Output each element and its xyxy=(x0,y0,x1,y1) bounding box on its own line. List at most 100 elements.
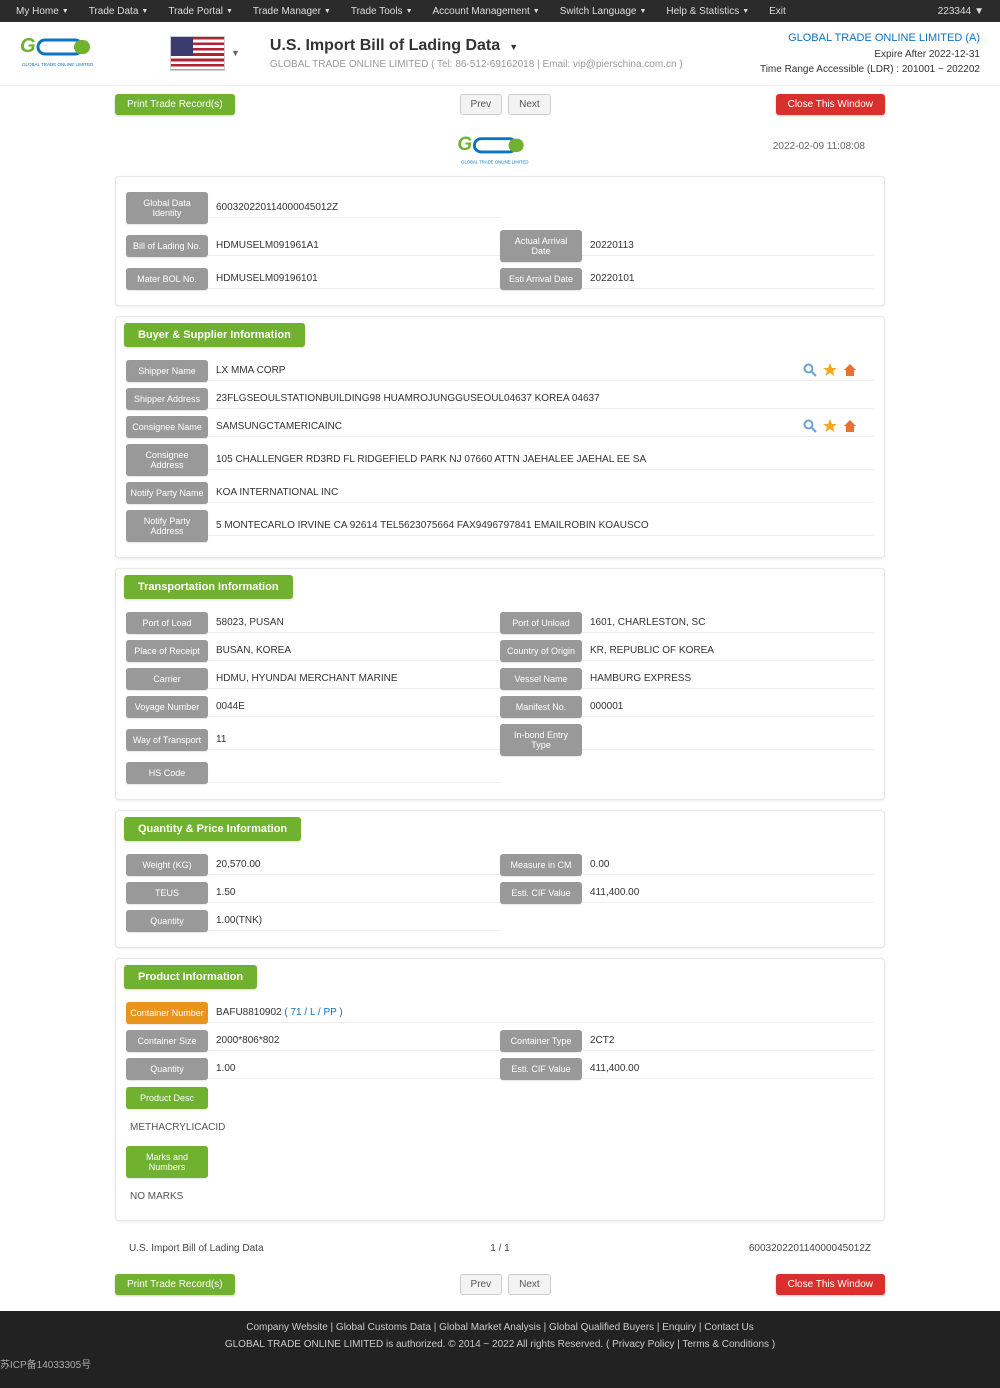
nav-switch-language[interactable]: Switch Language▼ xyxy=(552,6,655,17)
nav-label: Trade Data xyxy=(89,6,139,17)
value-wot: 11 xyxy=(208,730,500,750)
home-icon[interactable] xyxy=(842,362,858,378)
caret-icon: ▼ xyxy=(509,42,518,52)
label-container-type: Container Type xyxy=(500,1030,582,1052)
caret-icon: ▼ xyxy=(533,8,540,15)
close-button[interactable]: Close This Window xyxy=(776,94,885,115)
label-container-size: Container Size xyxy=(126,1030,208,1052)
value-consignee-name: SAMSUNGCTAMERICAINC xyxy=(208,417,874,437)
timestamp: 2022-02-09 11:08:08 xyxy=(773,141,865,152)
label-bol: Bill of Lading No. xyxy=(126,235,208,257)
value-ibet xyxy=(582,730,874,750)
footer-link[interactable]: Enquiry xyxy=(662,1322,696,1333)
home-icon[interactable] xyxy=(842,418,858,434)
nav-exit[interactable]: Exit xyxy=(761,6,794,17)
value-weight: 20,570.00 xyxy=(208,855,500,875)
value-measure: 0.00 xyxy=(582,855,874,875)
caret-icon: ▼ xyxy=(62,8,69,15)
quantity-price-card: Quantity & Price Information Weight (KG)… xyxy=(115,810,885,948)
value-container-num: BAFU8810902 ( 71 / L / PP ) xyxy=(208,1003,874,1023)
nav-trade-portal[interactable]: Trade Portal▼ xyxy=(160,6,241,17)
nav-label: Trade Manager xyxy=(253,6,321,17)
footer-link[interactable]: Contact Us xyxy=(704,1322,753,1333)
value-qty: 1.00(TNK) xyxy=(208,911,500,931)
footer-link[interactable]: Global Customs Data xyxy=(336,1322,431,1333)
close-button[interactable]: Close This Window xyxy=(776,1274,885,1295)
footstrip-id: 600320220114000045012Z xyxy=(574,1243,871,1254)
action-bar-bottom: Print Trade Record(s) Prev Next Close Th… xyxy=(115,1266,885,1303)
nav-label: Switch Language xyxy=(560,6,637,17)
prev-button[interactable]: Prev xyxy=(460,1274,503,1295)
card-logo: GGLOBAL TRADE ONLINE LIMITED xyxy=(115,123,885,176)
label-pcif: Esti. CIF Value xyxy=(500,1058,582,1080)
star-icon[interactable] xyxy=(822,362,838,378)
footer-link[interactable]: Global Market Analysis xyxy=(439,1322,541,1333)
next-button[interactable]: Next xyxy=(508,1274,551,1295)
label-cif: Esti. CIF Value xyxy=(500,882,582,904)
value-shipper-name: LX MMA CORP xyxy=(208,361,874,381)
value-hs xyxy=(208,763,500,783)
search-icon[interactable] xyxy=(802,418,818,434)
prev-button[interactable]: Prev xyxy=(460,94,503,115)
label-pol: Port of Load xyxy=(126,612,208,634)
nav-my-home[interactable]: My Home▼ xyxy=(8,6,77,17)
header-subtitle: GLOBAL TRADE ONLINE LIMITED ( Tel: 86-51… xyxy=(270,59,683,70)
privacy-link[interactable]: Privacy Policy xyxy=(612,1339,674,1350)
nav-account-mgmt[interactable]: Account Management▼ xyxy=(425,6,548,17)
print-button[interactable]: Print Trade Record(s) xyxy=(115,1274,235,1295)
section-title-transport: Transportation Information xyxy=(124,575,293,599)
product-card: Product Information Container Number BAF… xyxy=(115,958,885,1221)
nav-left: My Home▼ Trade Data▼ Trade Portal▼ Trade… xyxy=(8,6,794,17)
nav-account-id[interactable]: 223344▼ xyxy=(930,6,992,17)
nav-label: Exit xyxy=(769,6,786,17)
terms-link[interactable]: Terms & Conditions xyxy=(682,1339,769,1350)
header: GGLOBAL TRADE ONLINE LIMITED ▼ U.S. Impo… xyxy=(0,22,1000,86)
nav-label: Trade Portal xyxy=(168,6,223,17)
value-notify-addr: 5 MONTECARLO IRVINE CA 92614 TEL56230756… xyxy=(208,516,874,536)
caret-icon: ▼ xyxy=(226,8,233,15)
section-title-product: Product Information xyxy=(124,965,257,989)
country-flag-selector[interactable]: ▼ xyxy=(170,36,240,71)
section-title-buyer: Buyer & Supplier Information xyxy=(124,323,305,347)
print-button[interactable]: Print Trade Record(s) xyxy=(115,94,235,115)
caret-icon: ▼ xyxy=(974,6,984,17)
transportation-card: Transportation Information Port of Load5… xyxy=(115,568,885,800)
nav-trade-tools[interactable]: Trade Tools▼ xyxy=(343,6,421,17)
page-footer: Company Website | Global Customs Data | … xyxy=(0,1311,1000,1388)
value-manifest: 000001 xyxy=(582,697,874,717)
header-account-info: GLOBAL TRADE ONLINE LIMITED (A) Expire A… xyxy=(760,30,980,77)
label-voyage: Voyage Number xyxy=(126,696,208,718)
nav-trade-manager[interactable]: Trade Manager▼ xyxy=(245,6,339,17)
label-ead: Esti Arrival Date xyxy=(500,268,582,290)
label-shipper-name: Shipper Name xyxy=(126,360,208,382)
next-button[interactable]: Next xyxy=(508,94,551,115)
record-footer-strip: U.S. Import Bill of Lading Data 1 / 1 60… xyxy=(115,1231,885,1266)
label-por: Place of Receipt xyxy=(126,640,208,662)
value-voyage: 0044E xyxy=(208,697,500,717)
action-bar-top: Print Trade Record(s) Prev Next Close Th… xyxy=(115,86,885,123)
label-manifest: Manifest No. xyxy=(500,696,582,718)
label-measure: Measure in CM xyxy=(500,854,582,876)
label-shipper-addr: Shipper Address xyxy=(126,388,208,410)
label-gdi: Global Data Identity xyxy=(126,192,208,224)
value-gdi: 600320220114000045012Z xyxy=(208,198,500,218)
star-icon[interactable] xyxy=(822,418,838,434)
label-consignee-name: Consignee Name xyxy=(126,416,208,438)
footer-copyright: GLOBAL TRADE ONLINE LIMITED is authorize… xyxy=(0,1336,1000,1353)
label-mbol: Mater BOL No. xyxy=(126,268,208,290)
content: GGLOBAL TRADE ONLINE LIMITED 2022-02-09 … xyxy=(115,123,885,1266)
search-icon[interactable] xyxy=(802,362,818,378)
buyer-supplier-card: Buyer & Supplier Information Shipper Nam… xyxy=(115,316,885,558)
value-coo: KR, REPUBLIC OF KOREA xyxy=(582,641,874,661)
account-timerange: Time Range Accessible (LDR) : 201001 ~ 2… xyxy=(760,62,980,77)
value-pqty: 1.00 xyxy=(208,1059,500,1079)
value-container-size: 2000*806*802 xyxy=(208,1031,500,1051)
svg-text:GLOBAL TRADE ONLINE LIMITED: GLOBAL TRADE ONLINE LIMITED xyxy=(461,159,528,164)
account-id-text: 223344 xyxy=(938,6,971,17)
footer-link[interactable]: Global Qualified Buyers xyxy=(549,1322,654,1333)
footer-link[interactable]: Company Website xyxy=(246,1322,328,1333)
page-title[interactable]: U.S. Import Bill of Lading Data xyxy=(270,37,500,55)
nav-help-stats[interactable]: Help & Statistics▼ xyxy=(658,6,757,17)
caret-icon: ▼ xyxy=(231,48,240,58)
nav-trade-data[interactable]: Trade Data▼ xyxy=(81,6,157,17)
